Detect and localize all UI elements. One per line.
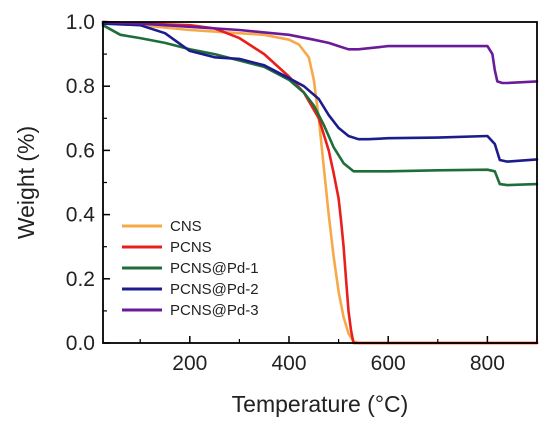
x-tick-label: 200 (172, 352, 207, 375)
y-tick-label: 0.8 (66, 75, 95, 98)
y-axis-title: Weight (%) (13, 126, 39, 239)
legend-label: PCNS (170, 239, 212, 256)
legend-label: CNS (170, 218, 202, 235)
y-tick-label: 0.2 (66, 268, 95, 291)
x-axis-title: Temperature (°C) (232, 391, 409, 417)
x-tick-label: 800 (470, 352, 505, 375)
series-line-4 (101, 22, 539, 163)
legend-label: PCNS@Pd-2 (170, 281, 259, 298)
y-tick-label: 0.4 (66, 204, 96, 227)
y-tick-label: 0.6 (66, 139, 95, 162)
y-tick-label: 1.0 (66, 11, 95, 34)
legend-label: PCNS@Pd-1 (170, 260, 259, 277)
plot-frame (102, 21, 538, 344)
legend-label: PCNS@Pd-3 (170, 302, 259, 319)
axes-layer: 200 400 600 800 0.0 0.2 0.4 0.6 0.8 1.0 (66, 11, 538, 375)
x-tick-label: 400 (271, 352, 306, 375)
x-tick-label: 600 (371, 352, 406, 375)
series-line-5 (101, 20, 539, 85)
series-line-1 (101, 20, 539, 345)
y-tick-label: 0.0 (66, 332, 95, 355)
series-layer (101, 20, 539, 345)
series-line-2 (101, 20, 539, 345)
legend: CNS PCNS PCNS@Pd-1 PCNS@Pd-2 PCNS@Pd-3 (122, 218, 259, 319)
series-line-3 (101, 23, 539, 187)
